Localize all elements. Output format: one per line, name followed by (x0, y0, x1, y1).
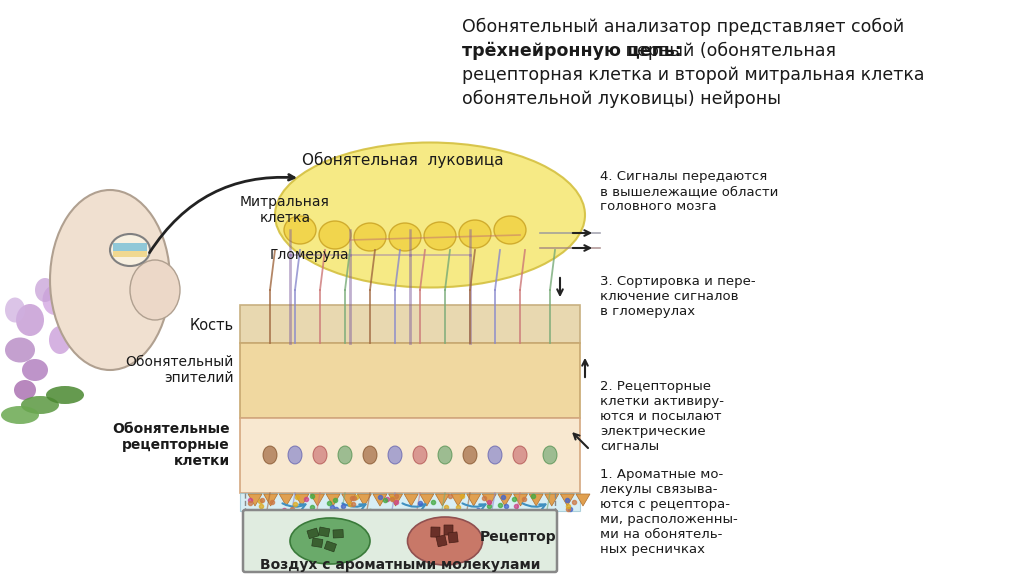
Text: обонятельной луковицы) нейроны: обонятельной луковицы) нейроны (462, 90, 781, 108)
Polygon shape (263, 494, 278, 506)
Text: Воздух с ароматными молекулами: Воздух с ароматными молекулами (260, 558, 541, 572)
Ellipse shape (424, 222, 456, 250)
Bar (240, 305, 580, 343)
Text: Обонятельные
рецепторные
клетки: Обонятельные рецепторные клетки (113, 422, 230, 468)
Ellipse shape (463, 446, 477, 464)
Polygon shape (326, 494, 340, 506)
Ellipse shape (110, 234, 150, 266)
Polygon shape (357, 494, 372, 506)
Text: рецепторная клетка и второй митральная клетка: рецепторная клетка и второй митральная к… (462, 66, 925, 84)
FancyBboxPatch shape (243, 510, 557, 572)
Ellipse shape (130, 260, 180, 320)
Polygon shape (420, 494, 434, 506)
Ellipse shape (543, 446, 557, 464)
Polygon shape (342, 494, 355, 506)
Polygon shape (373, 494, 387, 506)
Ellipse shape (50, 190, 170, 370)
Text: трёхнейронную цепь:: трёхнейронную цепь: (462, 42, 682, 60)
Ellipse shape (22, 359, 48, 381)
Ellipse shape (354, 223, 386, 251)
Ellipse shape (408, 517, 482, 565)
Polygon shape (560, 494, 574, 506)
Polygon shape (295, 494, 309, 506)
Ellipse shape (290, 518, 370, 564)
Bar (325, 541, 337, 552)
Polygon shape (467, 494, 480, 506)
Polygon shape (498, 494, 512, 506)
Text: 4. Сигналы передаются
в вышележащие области
головного мозга: 4. Сигналы передаются в вышележащие обла… (600, 170, 778, 213)
Text: Обонятельная  луковица: Обонятельная луковица (302, 152, 504, 168)
Ellipse shape (413, 446, 427, 464)
Bar (333, 530, 343, 538)
Bar (240, 418, 580, 493)
Bar (449, 532, 458, 543)
Bar (444, 525, 453, 535)
Ellipse shape (46, 386, 84, 404)
Bar (307, 528, 318, 538)
Text: первый (обонятельная: первый (обонятельная (620, 42, 836, 60)
Text: 3. Сортировка и пере-
ключение сигналов
в гломерулах: 3. Сортировка и пере- ключение сигналов … (600, 275, 756, 318)
Text: Кость: Кость (189, 317, 234, 332)
Bar (113, 251, 147, 257)
Bar (431, 527, 440, 537)
Ellipse shape (338, 446, 352, 464)
Bar (240, 343, 580, 418)
Polygon shape (404, 494, 418, 506)
Ellipse shape (313, 446, 327, 464)
Ellipse shape (513, 446, 527, 464)
Ellipse shape (1, 406, 39, 424)
Bar (113, 243, 147, 251)
Polygon shape (482, 494, 497, 506)
Polygon shape (248, 494, 262, 506)
Ellipse shape (49, 326, 71, 354)
Text: 2. Рецепторные
клетки активиру-
ются и посылают
электрические
сигналы: 2. Рецепторные клетки активиру- ются и п… (600, 380, 724, 453)
Ellipse shape (275, 142, 585, 288)
Ellipse shape (35, 278, 55, 302)
Polygon shape (388, 494, 402, 506)
Ellipse shape (263, 446, 278, 464)
Ellipse shape (319, 221, 351, 249)
Polygon shape (280, 494, 293, 506)
Polygon shape (310, 494, 325, 506)
Polygon shape (545, 494, 559, 506)
Ellipse shape (388, 446, 402, 464)
Polygon shape (513, 494, 527, 506)
Polygon shape (435, 494, 450, 506)
Bar (311, 538, 323, 548)
Ellipse shape (16, 304, 44, 336)
Ellipse shape (494, 216, 526, 244)
Ellipse shape (5, 297, 25, 323)
Ellipse shape (5, 338, 35, 363)
Text: Обонятельный анализатор представляет собой: Обонятельный анализатор представляет соб… (462, 18, 904, 36)
Ellipse shape (288, 446, 302, 464)
Ellipse shape (14, 380, 36, 400)
Text: Митральная
клетка: Митральная клетка (240, 195, 330, 225)
Text: Обонятельный
эпителий: Обонятельный эпителий (126, 355, 234, 385)
Ellipse shape (389, 223, 421, 251)
Ellipse shape (58, 296, 82, 324)
Ellipse shape (43, 285, 68, 315)
Ellipse shape (488, 446, 502, 464)
Ellipse shape (22, 396, 59, 414)
Bar (240, 493, 580, 511)
Ellipse shape (438, 446, 452, 464)
Ellipse shape (284, 216, 316, 244)
Text: Гломерула: Гломерула (270, 248, 349, 262)
Bar (318, 527, 330, 537)
Ellipse shape (459, 220, 490, 248)
Text: 1. Ароматные мо-
лекулы связыва-
ются с рецептора-
ми, расположенны-
ми на обоня: 1. Ароматные мо- лекулы связыва- ются с … (600, 468, 737, 556)
Polygon shape (529, 494, 543, 506)
Polygon shape (451, 494, 465, 506)
Ellipse shape (362, 446, 377, 464)
Text: Рецептор: Рецептор (480, 530, 557, 544)
Bar (436, 535, 447, 547)
Polygon shape (575, 494, 590, 506)
